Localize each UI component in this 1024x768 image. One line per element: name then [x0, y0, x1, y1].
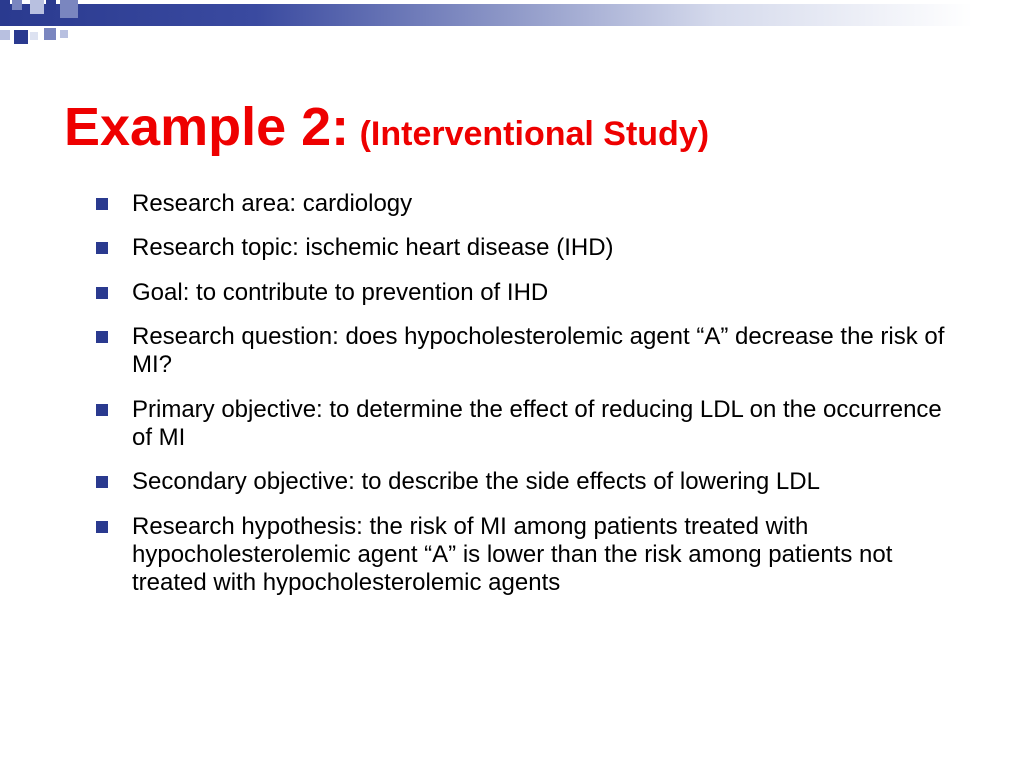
bullet-item: Research hypothesis: the risk of MI amon… — [96, 513, 960, 598]
banner-pixel — [60, 30, 68, 38]
banner-pixel — [14, 30, 28, 44]
bullet-item: Secondary objective: to describe the sid… — [96, 468, 960, 496]
bullet-item: Research question: does hypocholesterole… — [96, 323, 960, 380]
banner-pixel — [30, 32, 38, 40]
banner-pixel — [0, 0, 10, 10]
slide-title: Example 2: (Interventional Study) — [64, 96, 960, 158]
bullet-item: Research topic: ischemic heart disease (… — [96, 234, 960, 262]
banner-pixel — [0, 30, 10, 40]
banner-pixel — [30, 0, 44, 14]
bullet-list: Research area: cardiology Research topic:… — [96, 190, 960, 597]
banner-decoration — [0, 0, 1024, 30]
banner-pixel — [12, 0, 22, 10]
slide-body: Research area: cardiology Research topic:… — [96, 190, 960, 613]
title-main: Example 2: — [64, 97, 349, 157]
bullet-item: Research area: cardiology — [96, 190, 960, 218]
bullet-item: Goal: to contribute to prevention of IHD — [96, 279, 960, 307]
banner-gradient — [0, 4, 1024, 26]
banner-pixel — [44, 28, 56, 40]
banner-pixel — [60, 0, 78, 18]
title-sub: (Interventional Study) — [360, 115, 709, 153]
bullet-item: Primary objective: to determine the effe… — [96, 396, 960, 453]
banner-pixel — [46, 0, 56, 10]
